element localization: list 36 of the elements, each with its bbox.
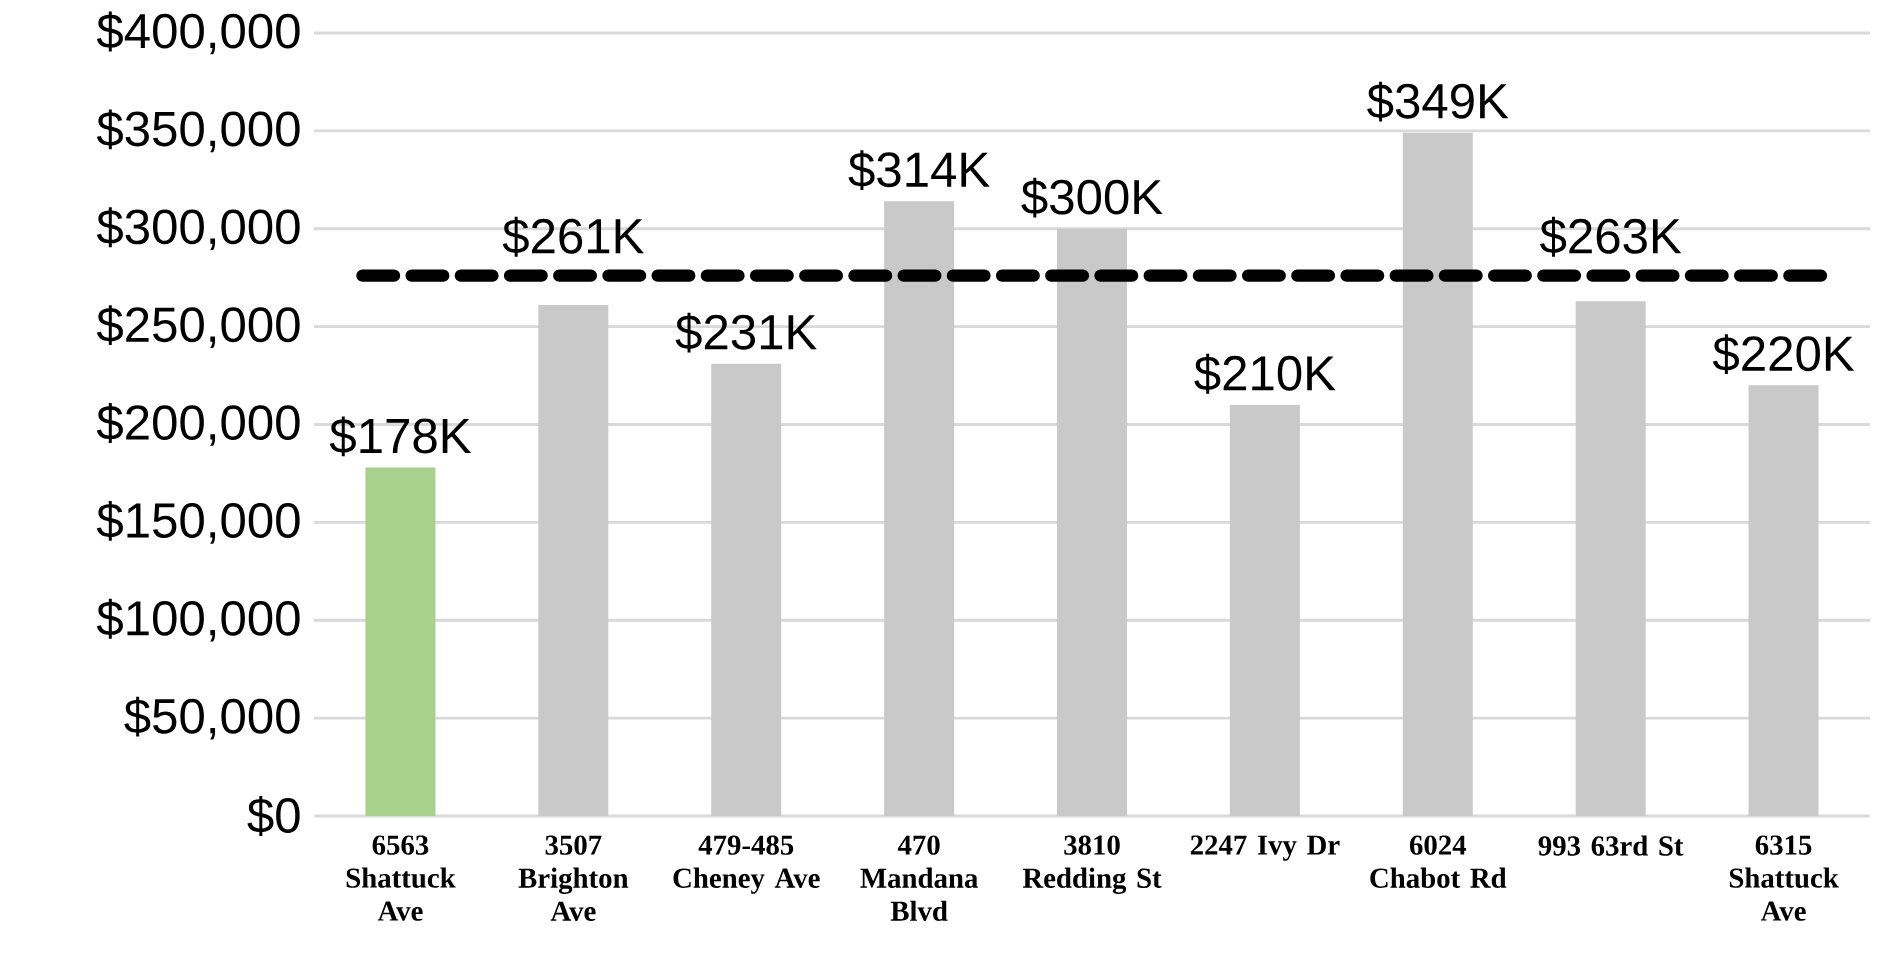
data-label: $349K — [1367, 81, 1509, 122]
y-tick-label: $250,000 — [96, 305, 300, 348]
data-label: $261K — [502, 216, 644, 257]
bar — [1748, 385, 1819, 816]
bar — [365, 467, 436, 816]
bar — [538, 305, 609, 816]
x-tick-label: 3507 Brighton Ave — [518, 835, 629, 921]
y-tick-label: $150,000 — [96, 500, 300, 544]
bar — [711, 363, 782, 816]
y-tick-label: $350,000 — [96, 109, 300, 153]
y-tick-label: $100,000 — [96, 598, 300, 642]
x-tick-label: 2247 Ivy Dr — [1190, 835, 1340, 861]
x-tick-label: 470 Mandana Blvd — [860, 835, 978, 921]
x-tick-label: 6024 Chabot Rd — [1370, 835, 1507, 888]
bar — [884, 201, 955, 816]
data-label: $210K — [1194, 353, 1336, 394]
bar — [1575, 301, 1646, 816]
bar — [1229, 404, 1300, 816]
data-label: $300K — [1021, 177, 1163, 218]
y-tick-label: $200,000 — [96, 403, 300, 446]
data-label: $220K — [1712, 334, 1855, 375]
x-tick-label: 3810 Redding St — [1022, 835, 1162, 894]
x-tick-label: 993 63rd St — [1538, 835, 1684, 856]
bar — [1057, 228, 1128, 816]
data-label: $314K — [848, 150, 990, 191]
data-label: $231K — [675, 312, 817, 353]
x-tick-label: 6563 Shattuck Ave — [346, 835, 456, 921]
data-label: $263K — [1540, 216, 1682, 257]
bar — [1402, 132, 1473, 816]
x-tick-label: 479-485 Cheney Ave — [673, 835, 820, 894]
y-tick-label: $300,000 — [96, 207, 300, 251]
data-label: $178K — [329, 416, 472, 457]
x-tick-label: 6315 Shattuck Ave — [1729, 835, 1839, 921]
y-tick-label: $50,000 — [124, 696, 300, 740]
y-tick-label: $0 — [247, 796, 300, 836]
y-tick-label: $400,000 — [96, 11, 300, 55]
